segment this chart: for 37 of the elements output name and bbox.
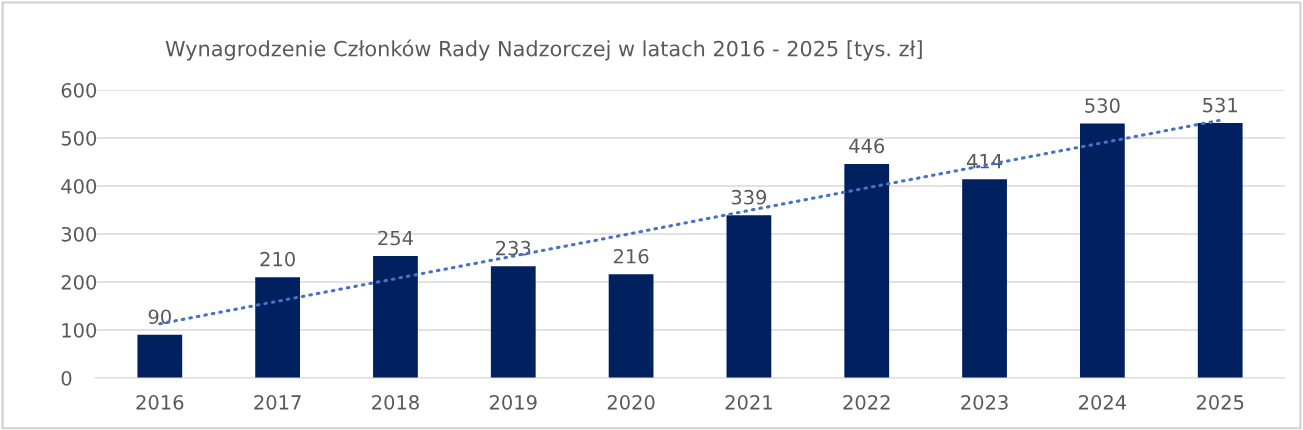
bar <box>1079 123 1125 378</box>
bar <box>255 277 301 378</box>
x-tick-label: 2025 <box>1196 395 1244 410</box>
y-tick-label: 400 <box>61 178 97 194</box>
x-tick-label: 2018 <box>372 395 419 410</box>
bar <box>726 215 772 378</box>
bar <box>373 256 418 378</box>
data-label: 216 <box>613 248 649 264</box>
x-tick-label: 2020 <box>607 395 655 410</box>
x-tick-label: 2021 <box>725 395 772 410</box>
bar <box>844 163 890 378</box>
y-tick-label: 300 <box>61 226 97 242</box>
bar <box>1197 123 1243 378</box>
chart-title: Wynagrodzenie Członków Rady Nadzorczej w latach 2016 - 2025 [tys. zł] <box>165 39 922 61</box>
data-label: 233 <box>496 240 531 256</box>
data-label: 254 <box>378 230 413 246</box>
data-label: 530 <box>1085 98 1120 113</box>
bar <box>137 334 183 378</box>
y-tick-label: 200 <box>61 274 97 290</box>
data-label: 90 <box>148 309 171 325</box>
x-tick-label: 2024 <box>1079 395 1127 410</box>
x-tick-label: 2019 <box>489 395 537 410</box>
y-tick-label: 100 <box>62 322 97 338</box>
x-tick-label: 2016 <box>136 395 184 410</box>
data-label: 531 <box>1203 97 1237 113</box>
x-tick-label: 2022 <box>843 395 890 410</box>
x-tick-label: 2017 <box>254 395 301 410</box>
bar <box>608 274 654 378</box>
bar <box>962 179 1007 378</box>
data-label: 446 <box>849 138 885 154</box>
y-tick-label: 0 <box>61 370 72 386</box>
y-tick-label: 600 <box>61 82 97 98</box>
bar <box>490 266 536 378</box>
x-tick-label: 2023 <box>961 395 1008 410</box>
data-label: 339 <box>731 189 767 205</box>
y-tick-label: 500 <box>61 130 97 146</box>
data-label: 210 <box>260 251 295 267</box>
